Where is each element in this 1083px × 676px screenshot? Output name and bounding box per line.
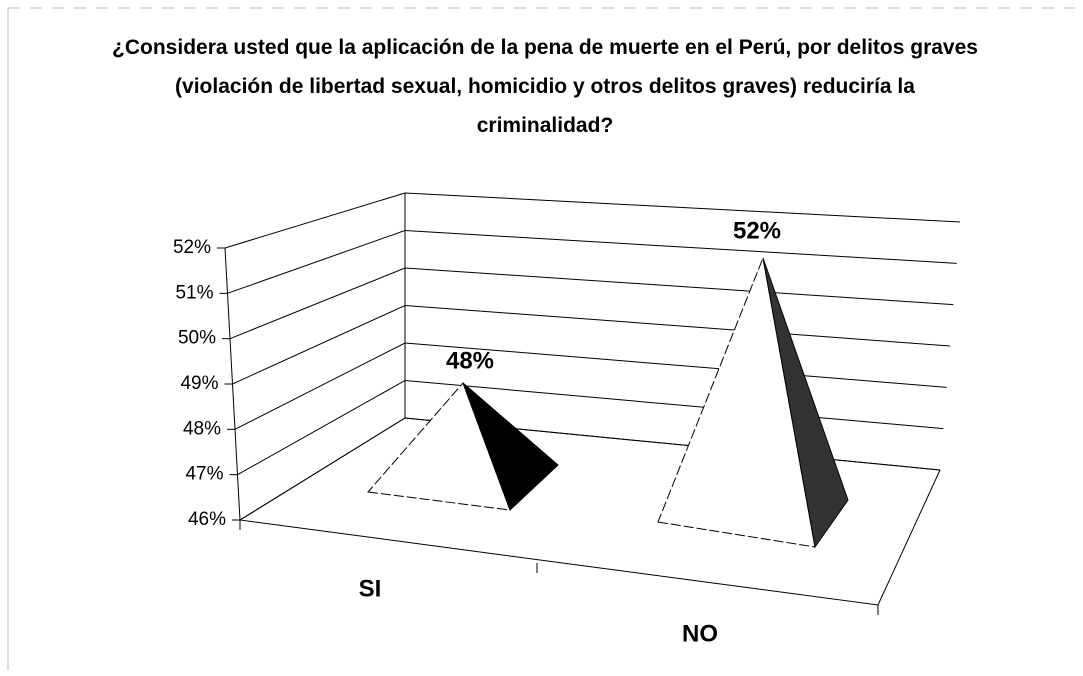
value-label: 52% xyxy=(733,217,781,244)
y-tick-label: 47% xyxy=(185,464,223,485)
pyramid xyxy=(367,382,559,511)
pyramid-face-dark xyxy=(462,382,559,511)
grid-line xyxy=(232,304,951,385)
grid-line xyxy=(227,229,957,294)
y-tick-label: 51% xyxy=(175,282,213,303)
y-tick-label: 50% xyxy=(178,328,216,349)
y-tick-label: 52% xyxy=(173,237,211,258)
x-tick-label: NO xyxy=(682,620,718,647)
chart-title: ¿Considera usted que la aplicación de la… xyxy=(112,36,978,137)
pyramid-face-dark xyxy=(762,257,849,549)
y-tick-label: 48% xyxy=(183,418,221,439)
grid-line xyxy=(229,267,954,340)
pyramid xyxy=(657,256,849,549)
y-tick-label: 46% xyxy=(188,509,226,530)
grid-line xyxy=(224,192,961,249)
x-tick-label: SI xyxy=(359,575,382,602)
y-tick-label: 49% xyxy=(180,373,218,394)
value-label: 48% xyxy=(446,347,494,374)
